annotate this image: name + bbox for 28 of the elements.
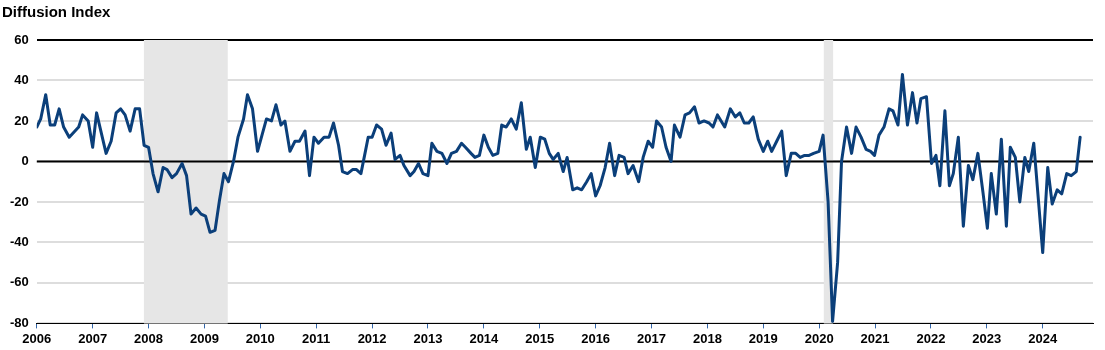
y-tick-label: -20 <box>9 193 29 209</box>
x-tick-label: 2010 <box>245 330 275 346</box>
x-tick-label: 2022 <box>916 330 946 346</box>
x-tick-label: 2014 <box>469 330 500 346</box>
x-tick-label: 2021 <box>860 330 890 346</box>
x-tick-label: 2024 <box>1028 330 1058 346</box>
x-tick-label: 2008 <box>134 330 164 346</box>
x-tick-label: 2011 <box>302 330 331 346</box>
x-tick-label: 2015 <box>525 330 555 346</box>
x-tick-label: 2020 <box>804 330 834 346</box>
y-tick-label: 40 <box>14 72 29 88</box>
y-tick-label: 20 <box>14 112 29 128</box>
y-tick-label: -80 <box>9 314 29 330</box>
x-tick-label: 2016 <box>581 330 611 346</box>
y-tick-label: 60 <box>14 31 29 47</box>
x-tick-label: 2019 <box>748 330 778 346</box>
x-tick-label: 2013 <box>413 330 443 346</box>
x-tick-label: 2012 <box>357 330 387 346</box>
y-tick-label: 0 <box>21 153 29 169</box>
x-tick-label: 2009 <box>189 330 219 346</box>
y-tick-label: -60 <box>9 274 29 290</box>
chart-title: Diffusion Index <box>2 3 111 21</box>
x-tick-label: 2007 <box>78 330 108 346</box>
x-tick-label: 2018 <box>692 330 722 346</box>
x-tick-label: 2006 <box>22 330 52 346</box>
x-tick-label: 2017 <box>637 330 666 346</box>
x-tick-label: 2023 <box>972 330 1002 346</box>
y-tick-label: -40 <box>9 234 29 250</box>
